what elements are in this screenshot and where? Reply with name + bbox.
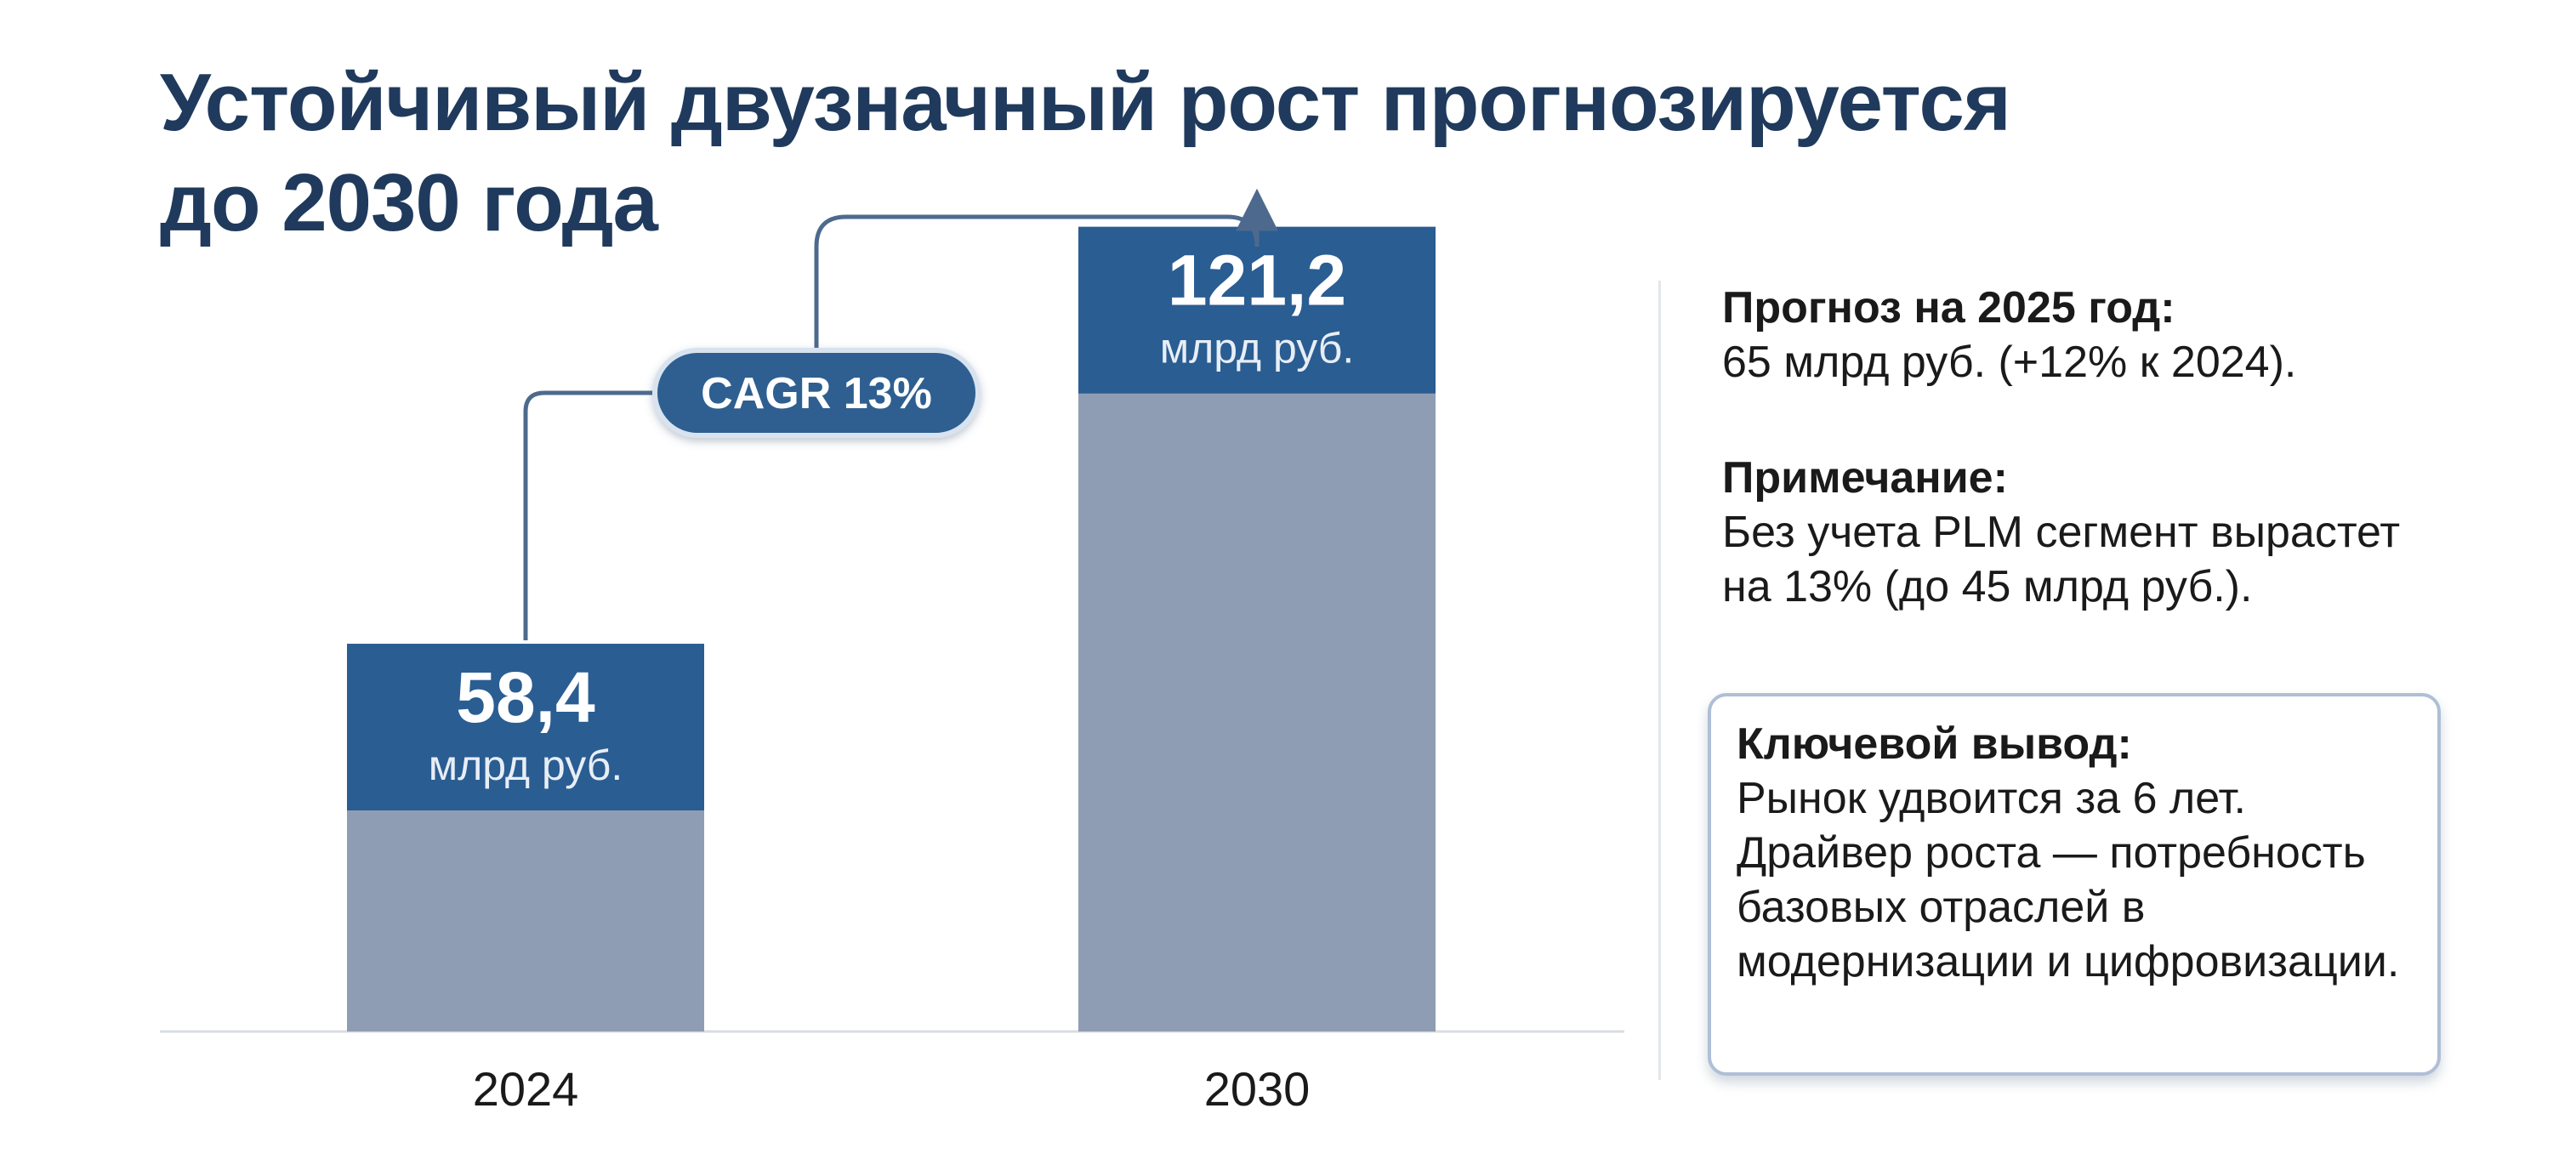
forecast-heading: Прогноз на 2025 год: [1722, 283, 2175, 332]
bar-cap-2024 [347, 644, 704, 811]
value-label-2030: 121,2 [1168, 241, 1346, 321]
cagr-label: CAGR 13% [701, 369, 932, 418]
x-tick-label-2024: 2024 [473, 1062, 579, 1116]
page-title: Устойчивый двузначный рост прогнозируетс… [160, 53, 2371, 253]
x-tick-label-2030: 2030 [1204, 1062, 1311, 1116]
conclusion-heading: Ключевой вывод: [1737, 719, 2132, 769]
connector-arrow [814, 188, 1278, 350]
forecast-block: Прогноз на 2025 год: 65 млрд руб. (+12% … [1722, 281, 2445, 389]
key-conclusion-card: Ключевой вывод: Рынок удвоится за 6 лет.… [1708, 693, 2441, 1076]
note-text: Без учета PLM сегмент вырастет на 13% (д… [1722, 508, 2401, 611]
page-title-line-2: до 2030 года [160, 157, 658, 248]
forecast-text: 65 млрд руб. (+12% к 2024). [1722, 338, 2297, 387]
conclusion-text: Рынок удвоится за 6 лет. Драйвер роста —… [1737, 774, 2400, 986]
unit-label-2024: млрд руб. [429, 742, 623, 789]
cagr-badge [652, 348, 981, 438]
unit-label-2030: млрд руб. [1160, 325, 1355, 372]
connector-left-line [523, 390, 655, 641]
bar-cap-2030 [1078, 226, 1436, 394]
note-heading: Примечание: [1722, 453, 2008, 503]
value-label-2024: 58,4 [456, 657, 595, 737]
page-title-line-1: Устойчивый двузначный рост прогнозируетс… [160, 57, 2011, 148]
note-block: Примечание: Без учета PLM сегмент выраст… [1722, 451, 2428, 614]
vertical-divider [1658, 281, 1661, 1080]
